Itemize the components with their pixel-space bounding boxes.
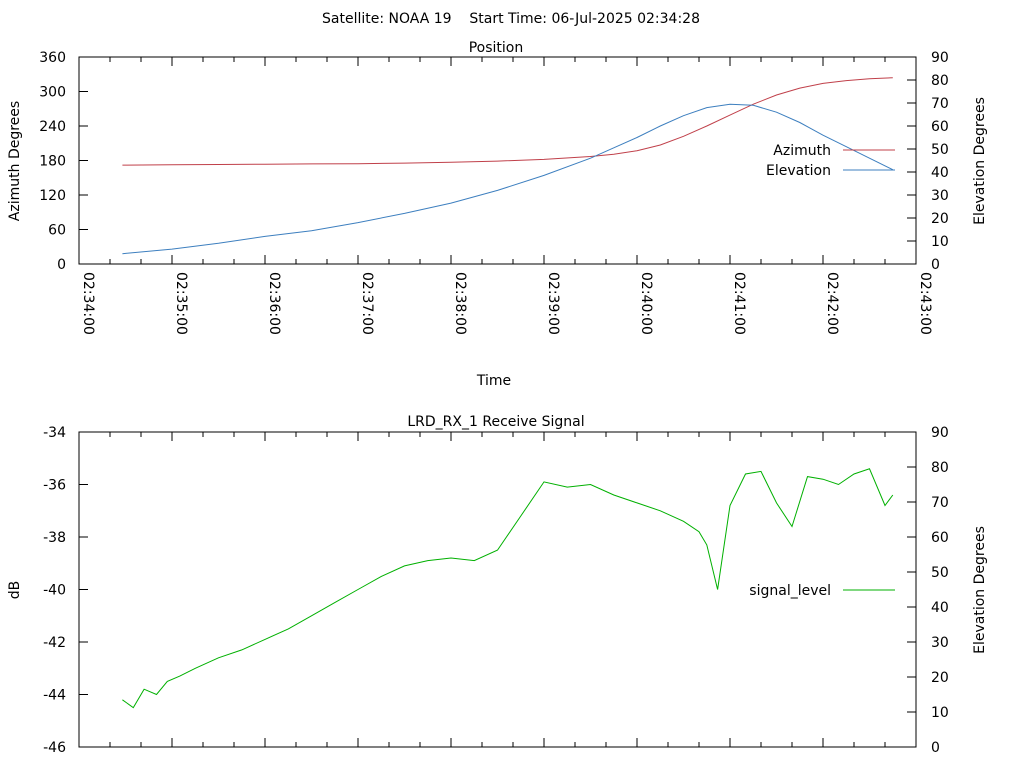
position-y2-tick-label: 20 — [931, 211, 949, 227]
position-plot-frame — [78, 56, 917, 265]
position-x-tick-label: 02:38:00 — [452, 272, 468, 335]
signal-y-axis-label: dB — [7, 581, 23, 600]
position-y2-tick-label: 90 — [931, 50, 949, 66]
signal-series-line-0 — [122, 468, 894, 709]
position-x-tick-label: 02:41:00 — [731, 272, 747, 335]
position-y2-axis-label: Elevation Degrees — [972, 97, 988, 225]
position-x-tick-label: 02:43:00 — [917, 272, 933, 335]
position-y-tick-label: 240 — [39, 119, 66, 135]
position-x-tick-label: 02:42:00 — [824, 272, 840, 335]
signal-ticks: -46 -44 -42 -40 -38 -36 -34 0 10 20 30 40 50 60 70 80 90 — [43, 425, 949, 756]
signal-y2-tick-label: 90 — [931, 425, 949, 441]
signal-y2-tick-label: 60 — [931, 530, 949, 546]
signal-legend: signal_level — [749, 583, 895, 599]
signal-y-tick-label: -34 — [43, 425, 66, 441]
signal-chart: LRD_RX_1 Receive Signal dB Elevation Deg… — [7, 414, 988, 756]
position-series-line-0 — [122, 77, 893, 166]
position-y2-tick-label: 30 — [931, 188, 949, 204]
signal-y2-tick-label: 0 — [931, 740, 940, 756]
position-x-tick-label: 02:34:00 — [80, 272, 96, 335]
figure-title: Satellite: NOAA 19 Start Time: 06-Jul-20… — [322, 11, 700, 27]
signal-y2-tick-label: 70 — [931, 495, 949, 511]
position-x-tick-label: 02:36:00 — [266, 272, 282, 335]
position-y2-tick-label: 80 — [931, 73, 949, 89]
position-y-tick-label: 360 — [39, 50, 66, 66]
position-y2-tick-label: 0 — [931, 257, 940, 273]
position-y2-tick-label: 50 — [931, 142, 949, 158]
position-y-tick-label: 60 — [48, 223, 66, 239]
position-x-tick-label: 02:35:00 — [173, 272, 189, 335]
signal-y2-tick-label: 10 — [931, 705, 949, 721]
position-y-tick-label: 120 — [39, 188, 66, 204]
position-series-line-1 — [122, 103, 894, 255]
signal-y2-tick-label: 20 — [931, 670, 949, 686]
signal-y-tick-label: -38 — [43, 530, 66, 546]
signal-y-tick-label: -42 — [43, 635, 66, 651]
signal-y-tick-label: -36 — [43, 478, 66, 494]
signal-y2-tick-label: 40 — [931, 600, 949, 616]
position-legend-label-0: Azimuth — [773, 143, 831, 159]
position-series — [122, 77, 894, 255]
signal-y-tick-label: -46 — [43, 740, 66, 756]
signal-series — [122, 468, 894, 709]
position-x-tick-label: 02:39:00 — [545, 272, 561, 335]
position-chart-title: Position — [469, 40, 524, 56]
position-y2-tick-label: 10 — [931, 234, 949, 250]
position-y2-tick-label: 70 — [931, 96, 949, 112]
position-chart: Position Azimuth Degrees Elevation Degre… — [7, 40, 988, 389]
position-legend-label-1: Elevation — [766, 163, 831, 179]
position-ticks: 02:34:00 02:35:00 02:36:00 02:37:00 02:38:00… — [39, 50, 949, 335]
position-y-tick-label: 180 — [39, 154, 66, 170]
position-y2-tick-label: 60 — [931, 119, 949, 135]
position-legend: Azimuth Elevation — [766, 143, 895, 179]
signal-y2-tick-label: 30 — [931, 635, 949, 651]
position-y-axis-label: Azimuth Degrees — [7, 101, 23, 221]
position-x-tick-label: 02:40:00 — [638, 272, 654, 335]
signal-y-tick-label: -44 — [43, 688, 66, 704]
signal-chart-title: LRD_RX_1 Receive Signal — [407, 414, 584, 430]
position-y-tick-label: 0 — [57, 257, 66, 273]
signal-y2-tick-label: 50 — [931, 565, 949, 581]
position-x-tick-label: 02:37:00 — [359, 272, 375, 335]
signal-y2-axis-label: Elevation Degrees — [972, 526, 988, 654]
position-x-axis-label: Time — [476, 373, 511, 389]
position-y2-tick-label: 40 — [931, 165, 949, 181]
signal-y-tick-label: -40 — [43, 583, 66, 599]
position-y-tick-label: 300 — [39, 85, 66, 101]
signal-y2-tick-label: 80 — [931, 460, 949, 476]
signal-legend-label-0: signal_level — [749, 583, 831, 599]
